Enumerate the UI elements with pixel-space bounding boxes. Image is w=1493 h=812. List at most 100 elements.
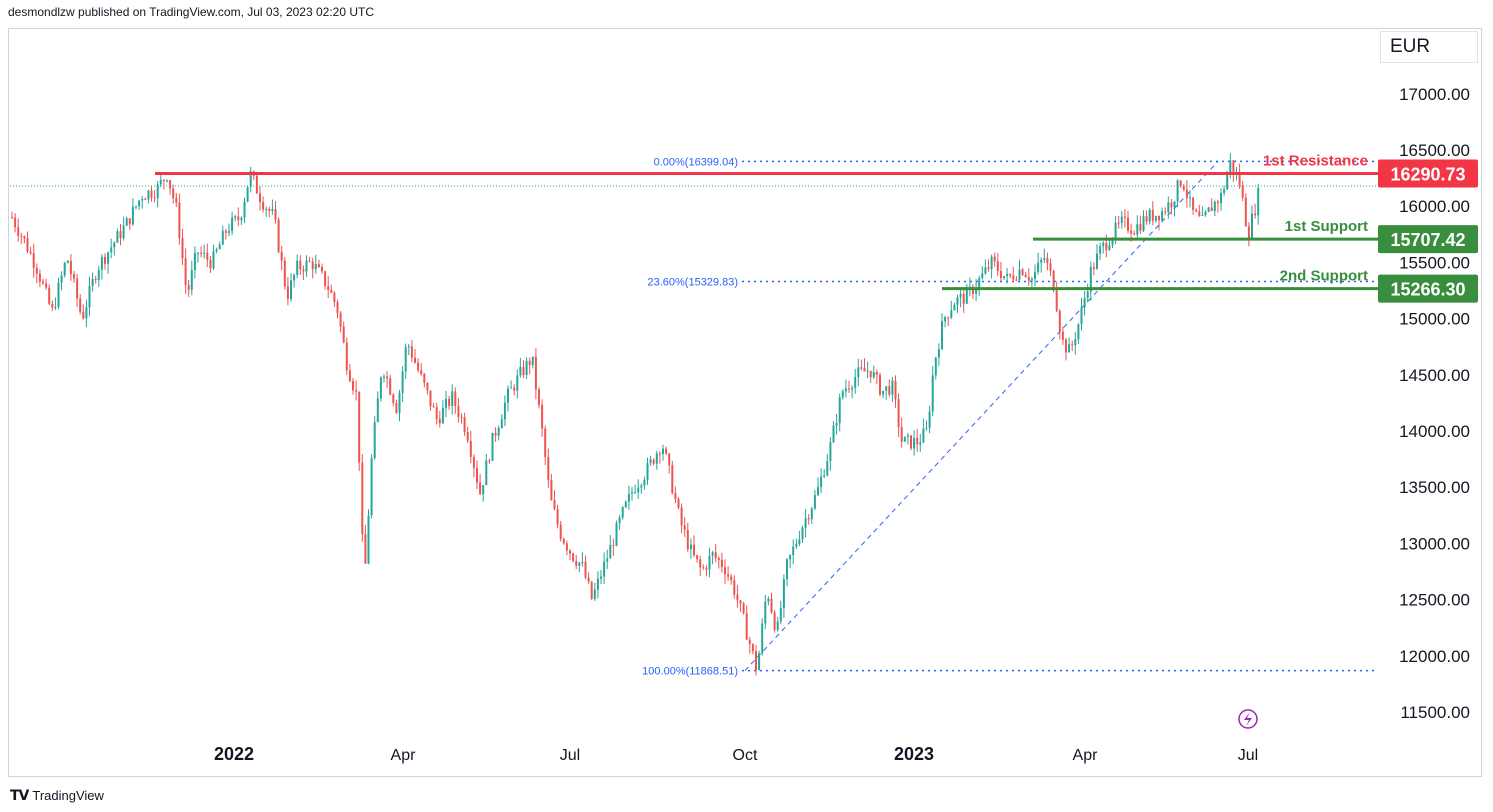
candle-body [658, 453, 661, 455]
candle-body [544, 428, 547, 458]
candle-body [203, 252, 206, 254]
candle-body [1049, 263, 1052, 271]
candle-body [1117, 222, 1120, 224]
currency-selector[interactable]: EUR [1380, 31, 1478, 63]
y-tick-label: 13000.00 [1399, 534, 1470, 553]
candle-body [1238, 173, 1241, 186]
candle-body [841, 391, 844, 398]
candle-body [125, 218, 128, 226]
price-tag-value: 15707.42 [1390, 230, 1465, 250]
candle-body [339, 313, 342, 327]
candle-body [519, 366, 522, 376]
candle-body [844, 388, 847, 392]
candle-body [398, 393, 401, 413]
x-tick-label: 2023 [894, 744, 934, 764]
candle-body [569, 550, 571, 554]
candle-body [674, 493, 677, 499]
candle-body [503, 402, 506, 420]
candle-body [190, 270, 193, 290]
candle-body [1120, 216, 1123, 223]
support-label: 1st Support [1285, 218, 1368, 235]
candle-body [491, 432, 494, 461]
candle-body [953, 304, 956, 311]
candle-body [683, 525, 686, 530]
candle-body [395, 403, 398, 413]
candle-body [1195, 209, 1198, 212]
candle-body [1254, 213, 1257, 216]
candle-body [627, 493, 630, 502]
candle-body [231, 217, 234, 232]
candle-body [370, 458, 373, 516]
y-tick-label: 14500.00 [1399, 366, 1470, 385]
candle-body [631, 492, 633, 494]
candle-body [866, 370, 869, 372]
candle-body [255, 175, 258, 194]
candle-body [572, 553, 575, 561]
candle-body [643, 479, 646, 486]
candle-body [937, 349, 940, 358]
candle-body [26, 238, 29, 252]
candle-body [600, 576, 602, 579]
candle-body [618, 517, 621, 524]
candle-body [246, 186, 249, 202]
candle-body [1226, 173, 1229, 190]
candle-body [420, 370, 423, 374]
candle-body [1220, 192, 1222, 204]
candle-body [162, 179, 165, 181]
candle-body [463, 417, 466, 433]
candle-body [472, 456, 475, 468]
candle-body [742, 603, 745, 614]
candle-body [1207, 207, 1210, 212]
candle-body [534, 356, 537, 390]
price-tag-box [1378, 225, 1478, 254]
candle-body [513, 387, 516, 391]
candle-body [79, 298, 82, 312]
x-tick-label: Apr [391, 747, 417, 764]
candle-body [1058, 310, 1061, 332]
candle-body [993, 256, 996, 262]
footer-brand-label: TradingView [32, 788, 104, 803]
candle-body [1161, 211, 1164, 221]
candle-body [280, 251, 283, 261]
candle-body [646, 463, 649, 480]
candle-body [268, 208, 271, 211]
candle-body [792, 546, 795, 556]
candle-body [1244, 197, 1247, 227]
candle-body [1089, 267, 1092, 292]
candle-body [401, 371, 404, 394]
candle-body [689, 544, 692, 550]
lightning-icon [1244, 712, 1252, 726]
candle-body [1123, 216, 1126, 218]
footer-brand[interactable]: 𝗧𝗩 TradingView [10, 787, 104, 804]
candle-body [1071, 344, 1074, 346]
candle-body [364, 534, 367, 564]
candle-body [860, 367, 863, 369]
candle-body [97, 269, 100, 280]
candle-body [218, 244, 221, 250]
x-tick-label: Jul [560, 747, 580, 764]
y-tick-label: 16500.00 [1399, 141, 1470, 160]
candle-body [414, 357, 416, 363]
candle-body [259, 193, 261, 202]
candle-body [457, 406, 460, 417]
candle-body [1086, 291, 1089, 299]
candle-body [770, 598, 773, 613]
candle-body [835, 423, 838, 426]
candle-body [1021, 269, 1024, 275]
candle-body [1154, 215, 1157, 221]
candle-body [330, 289, 333, 293]
candle-body [479, 482, 482, 495]
candle-body [138, 200, 141, 207]
candle-body [485, 460, 488, 486]
lightning-icon-ring [1238, 709, 1258, 729]
candle-body [224, 230, 227, 233]
candle-body [665, 448, 668, 454]
candle-body [290, 280, 292, 299]
candle-body [38, 273, 41, 282]
candle-body [593, 589, 596, 599]
y-tick-label: 12500.00 [1399, 591, 1470, 610]
candle-body [590, 581, 593, 599]
candle-body [621, 507, 624, 518]
candle-body [699, 559, 702, 568]
